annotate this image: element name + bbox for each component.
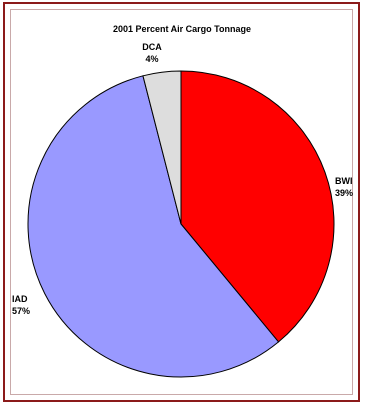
- chart-inner-border: [10, 9, 353, 395]
- slice-label-dca: DCA: [142, 42, 162, 52]
- slice-label-iad: IAD: [12, 294, 28, 304]
- slice-label-bwi: BWI: [335, 176, 353, 186]
- pie-slice-iad: [27, 75, 280, 378]
- slice-value-iad: 57%: [12, 306, 30, 316]
- pie-slice-bwi: [180, 70, 335, 343]
- slice-value-dca: 4%: [145, 54, 158, 64]
- pie-slices: [27, 70, 335, 378]
- pie-slice-dca: [142, 70, 182, 225]
- chart-title: 2001 Percent Air Cargo Tonnage: [113, 24, 251, 34]
- slice-value-bwi: 39%: [335, 188, 353, 198]
